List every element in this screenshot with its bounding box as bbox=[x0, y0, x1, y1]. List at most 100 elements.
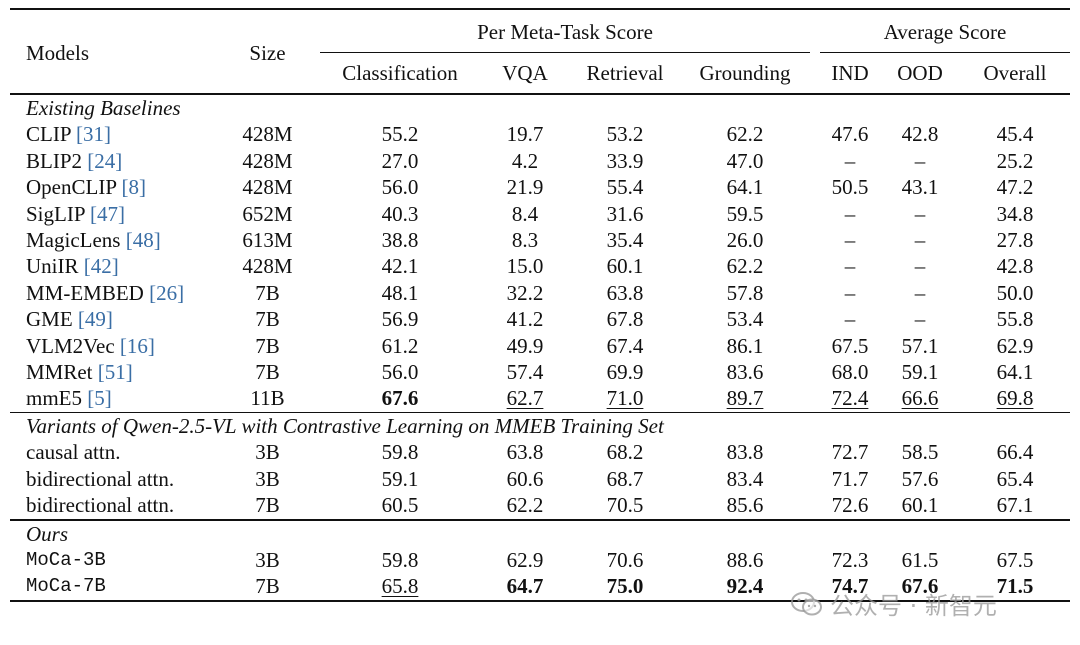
table-row: causal attn. 3B 59.8 63.8 68.2 83.8 72.7 58.5 66… bbox=[10, 439, 1070, 465]
model-label: MagicLens bbox=[26, 228, 121, 253]
citation-link[interactable]: [26] bbox=[149, 280, 185, 305]
citation-link[interactable]: [31] bbox=[75, 122, 111, 147]
classification-cell: 48.1 bbox=[381, 280, 419, 305]
citation-number[interactable]: 24 bbox=[94, 148, 116, 173]
gap-cell bbox=[810, 466, 820, 492]
citation-link[interactable]: [42] bbox=[83, 254, 119, 279]
citation-link[interactable]: [51] bbox=[97, 360, 133, 385]
table-row: VLM2Vec [16] 7B 61.2 49.9 67.4 86.1 67.5 57.1 62… bbox=[10, 333, 1070, 359]
vqa-value: 62.7 bbox=[506, 386, 544, 411]
citation-number[interactable]: 49 bbox=[84, 307, 106, 332]
citation-number[interactable]: 26 bbox=[156, 280, 178, 305]
header-gap-2 bbox=[810, 53, 820, 95]
citation-link[interactable]: [49] bbox=[77, 307, 113, 332]
overall-cell-best: 71.5 bbox=[960, 573, 1071, 602]
header-group-meta-task: Per Meta-Task Score bbox=[320, 9, 810, 53]
grounding-cell: 47.0 bbox=[726, 148, 764, 173]
header-row-groups: Models Size Per Meta-Task Score Average … bbox=[10, 9, 1071, 65]
ood-cell: 60.1 bbox=[901, 493, 939, 518]
section-title-row: Variants of Qwen-2.5-VL with Contrastive… bbox=[10, 411, 1071, 440]
model-name: SigLIP [47] bbox=[10, 201, 215, 227]
size-cell: 428M bbox=[242, 148, 293, 173]
table-row: MM-EMBED [26] 7B 48.1 32.2 63.8 57.8 – – 50.0 bbox=[10, 280, 1070, 306]
section-title-row: Ours bbox=[10, 518, 1071, 547]
header-size: Size bbox=[249, 40, 286, 65]
ind-cell: – bbox=[844, 254, 856, 279]
ind-cell: 71.7 bbox=[831, 466, 869, 491]
model-name: OpenCLIP [8] bbox=[10, 174, 215, 200]
citation-number[interactable]: 31 bbox=[82, 122, 104, 147]
classification-cell: 56.9 bbox=[381, 307, 419, 332]
citation-number[interactable]: 48 bbox=[132, 228, 154, 253]
model-name: bidirectional attn. bbox=[26, 466, 175, 491]
citation-link[interactable]: [47] bbox=[89, 201, 125, 226]
classification-cell: 56.0 bbox=[381, 360, 419, 385]
grounding-cell: 26.0 bbox=[726, 228, 764, 253]
citation-number[interactable]: 8 bbox=[128, 175, 139, 200]
overall-cell: 62.9 bbox=[996, 333, 1034, 358]
ood-cell-best: 67.6 bbox=[880, 573, 960, 602]
model-label: OpenCLIP bbox=[26, 175, 117, 200]
model-name: MMRet [51] bbox=[10, 359, 215, 385]
table-row: CLIP [31] 428M 55.2 19.7 53.2 62.2 47.6 42.8 45.… bbox=[10, 121, 1070, 147]
gap-cell bbox=[810, 573, 820, 602]
retrieval-cell: 53.2 bbox=[606, 122, 644, 147]
ind-cell: – bbox=[844, 307, 856, 332]
citation-link[interactable]: [24] bbox=[87, 148, 123, 173]
ind-cell: 68.0 bbox=[831, 360, 869, 385]
classification-cell: 56.0 bbox=[381, 175, 419, 200]
vqa-cell-best: 64.7 bbox=[480, 573, 570, 602]
ind-cell: 72.6 bbox=[831, 493, 869, 518]
classification-cell: 60.5 bbox=[381, 493, 419, 518]
retrieval-cell-best: 75.0 bbox=[570, 573, 680, 602]
ood-cell: 57.1 bbox=[901, 333, 939, 358]
section-ours: Ours MoCa-3B 3B 59.8 62.9 70.6 88.6 72.3 61.5 67… bbox=[10, 518, 1071, 602]
size-cell: 7B bbox=[255, 333, 280, 358]
citation-number[interactable]: 16 bbox=[126, 333, 148, 358]
ind-cell: 50.5 bbox=[831, 175, 869, 200]
overall-cell: 67.5 bbox=[996, 547, 1034, 572]
vqa-cell: 62.2 bbox=[506, 493, 544, 518]
grounding-cell: 83.6 bbox=[726, 360, 764, 385]
citation-number[interactable]: 51 bbox=[104, 360, 126, 385]
header-overall: Overall bbox=[983, 61, 1047, 85]
model-name: MagicLens [48] bbox=[10, 227, 215, 253]
gap-cell bbox=[810, 385, 820, 412]
section-title: Ours bbox=[10, 518, 1071, 547]
model-name: MM-EMBED [26] bbox=[10, 280, 215, 306]
overall-cell: 65.4 bbox=[996, 466, 1034, 491]
overall-cell: 67.1 bbox=[996, 493, 1034, 518]
model-name: VLM2Vec [16] bbox=[10, 333, 215, 359]
citation-link[interactable]: [48] bbox=[125, 228, 161, 253]
size-cell: 428M bbox=[242, 254, 293, 279]
citation-link[interactable]: [8] bbox=[121, 175, 146, 200]
overall-cell: 64.1 bbox=[996, 360, 1034, 385]
model-name: causal attn. bbox=[26, 440, 121, 465]
citation-number[interactable]: 47 bbox=[96, 201, 118, 226]
model-label: MM-EMBED bbox=[26, 280, 144, 305]
model-label: GME bbox=[26, 307, 73, 332]
size-cell: 7B bbox=[255, 307, 280, 332]
citation-link[interactable]: [16] bbox=[119, 333, 155, 358]
model-label: CLIP bbox=[26, 122, 71, 147]
classification-cell-second: 65.8 bbox=[320, 573, 480, 602]
ind-cell: – bbox=[844, 280, 856, 305]
results-table-container: Models Size Per Meta-Task Score Average … bbox=[10, 8, 1071, 602]
overall-value: 69.8 bbox=[996, 386, 1034, 411]
grounding-cell: 57.8 bbox=[726, 280, 764, 305]
vqa-cell: 15.0 bbox=[506, 254, 544, 279]
retrieval-cell: 35.4 bbox=[606, 228, 644, 253]
gap-cell bbox=[810, 280, 820, 306]
grounding-cell: 59.5 bbox=[726, 201, 764, 226]
classification-cell: 55.2 bbox=[381, 122, 419, 147]
overall-cell-second: 69.8 bbox=[960, 385, 1070, 412]
vqa-cell: 21.9 bbox=[506, 175, 544, 200]
header-ood: OOD bbox=[897, 61, 943, 85]
ind-cell: – bbox=[844, 228, 856, 253]
size-cell: 3B bbox=[255, 466, 280, 491]
citation-link[interactable]: [5] bbox=[87, 386, 112, 411]
citation-number[interactable]: 5 bbox=[94, 386, 105, 411]
vqa-cell-second: 62.7 bbox=[480, 385, 570, 412]
grounding-cell: 85.6 bbox=[726, 493, 764, 518]
citation-number[interactable]: 42 bbox=[90, 254, 112, 279]
